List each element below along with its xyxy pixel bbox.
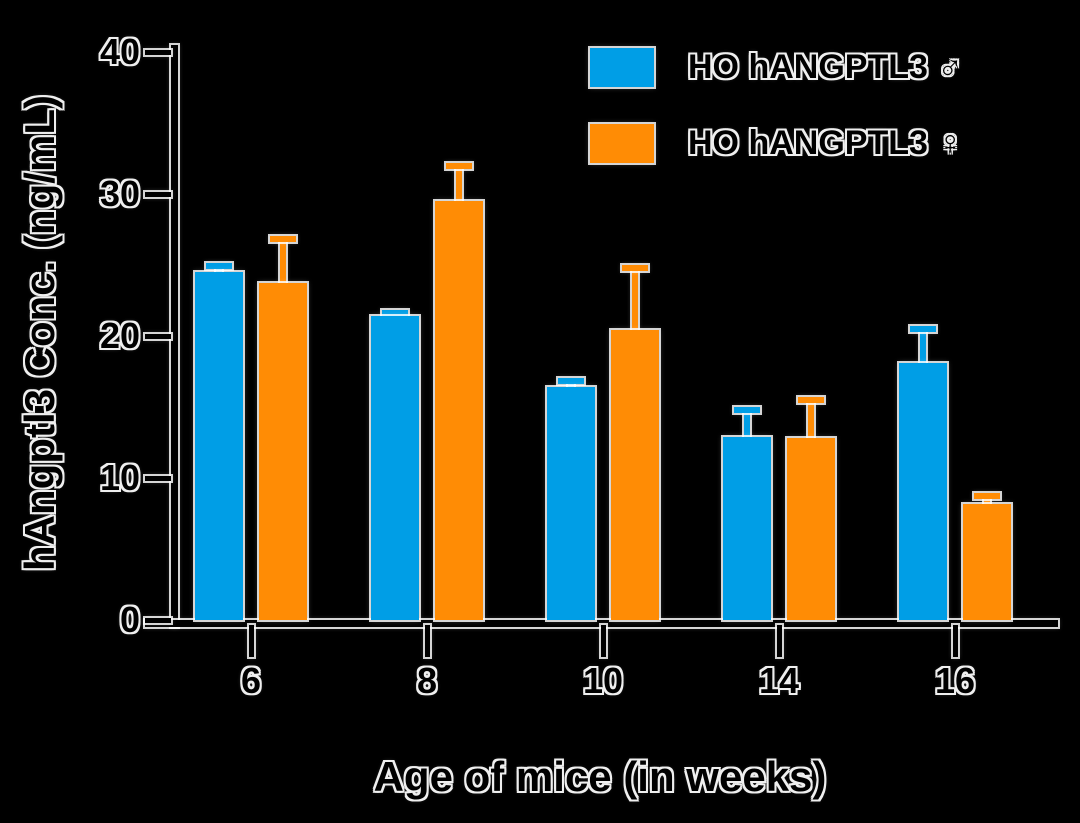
x-tick-6: [248, 625, 254, 657]
x-tick-16: [952, 625, 958, 657]
y-tick-label-10: 10: [99, 457, 140, 498]
error-cap-female-10w: [622, 264, 648, 271]
y-tick-10: [145, 475, 171, 481]
bar-male-14w: [723, 436, 771, 620]
x-axis-line: [145, 620, 1058, 627]
x-tick-14: [776, 625, 782, 657]
x-tick-10: [600, 625, 606, 657]
error-bar-female-16w: [984, 499, 990, 504]
error-bar-female-14w: [808, 402, 814, 439]
x-tick-label-16: 16: [934, 660, 976, 701]
x-tick-label-6: 6: [240, 660, 262, 701]
legend-item-male: HO hANGPTL3 ♂: [590, 47, 963, 87]
error-cap-male-6w: [206, 263, 232, 270]
error-cap-male-14w: [734, 406, 760, 413]
error-cap-female-14w: [798, 396, 824, 403]
x-axis-title: Age of mice (in weeks): [373, 753, 827, 800]
error-bar-male-6w: [216, 269, 222, 273]
error-bar-male-10w: [568, 384, 574, 388]
error-bar-female-6w: [280, 242, 286, 284]
y-tick-20: [145, 333, 171, 339]
bar-male-16w: [899, 362, 947, 620]
error-cap-male-16w: [910, 325, 936, 332]
error-cap-female-8w: [446, 162, 472, 169]
error-cap-female-16w: [974, 493, 1000, 500]
error-bar-male-14w: [744, 412, 750, 437]
bar-female-10w: [611, 330, 659, 620]
error-bar-female-8w: [456, 168, 462, 202]
y-tick-0: [145, 617, 171, 623]
bar-male-6w: [195, 272, 243, 620]
error-cap-female-6w: [270, 236, 296, 243]
legend-swatch-male: [590, 47, 654, 87]
x-tick-label-10: 10: [582, 660, 624, 701]
y-tick-label-0: 0: [119, 599, 140, 640]
y-tick-30: [145, 191, 171, 197]
legend-label-male: HO hANGPTL3 ♂: [688, 48, 963, 86]
error-cap-male-8w: [382, 310, 408, 317]
legend-swatch-female: [590, 123, 654, 163]
error-bar-female-10w: [632, 270, 638, 331]
bar-female-16w: [963, 503, 1011, 620]
legend-item-female: HO hANGPTL3 ♀: [590, 123, 963, 163]
bar-male-10w: [547, 387, 595, 620]
x-tick-8: [424, 625, 430, 657]
y-tick-label-40: 40: [99, 31, 140, 72]
y-axis-line: [171, 45, 178, 627]
error-cap-male-10w: [558, 378, 584, 385]
x-tick-label-8: 8: [416, 660, 438, 701]
y-tick-label-30: 30: [99, 173, 140, 214]
bar-female-14w: [787, 438, 835, 620]
y-tick-label-20: 20: [99, 315, 140, 356]
bar-female-6w: [259, 283, 307, 620]
y-tick-40: [145, 49, 171, 55]
bar-male-8w: [371, 316, 419, 620]
bar-female-8w: [435, 201, 483, 620]
legend-label-female: HO hANGPTL3 ♀: [688, 124, 963, 162]
x-tick-label-14: 14: [758, 660, 800, 701]
error-bar-male-16w: [920, 331, 926, 363]
